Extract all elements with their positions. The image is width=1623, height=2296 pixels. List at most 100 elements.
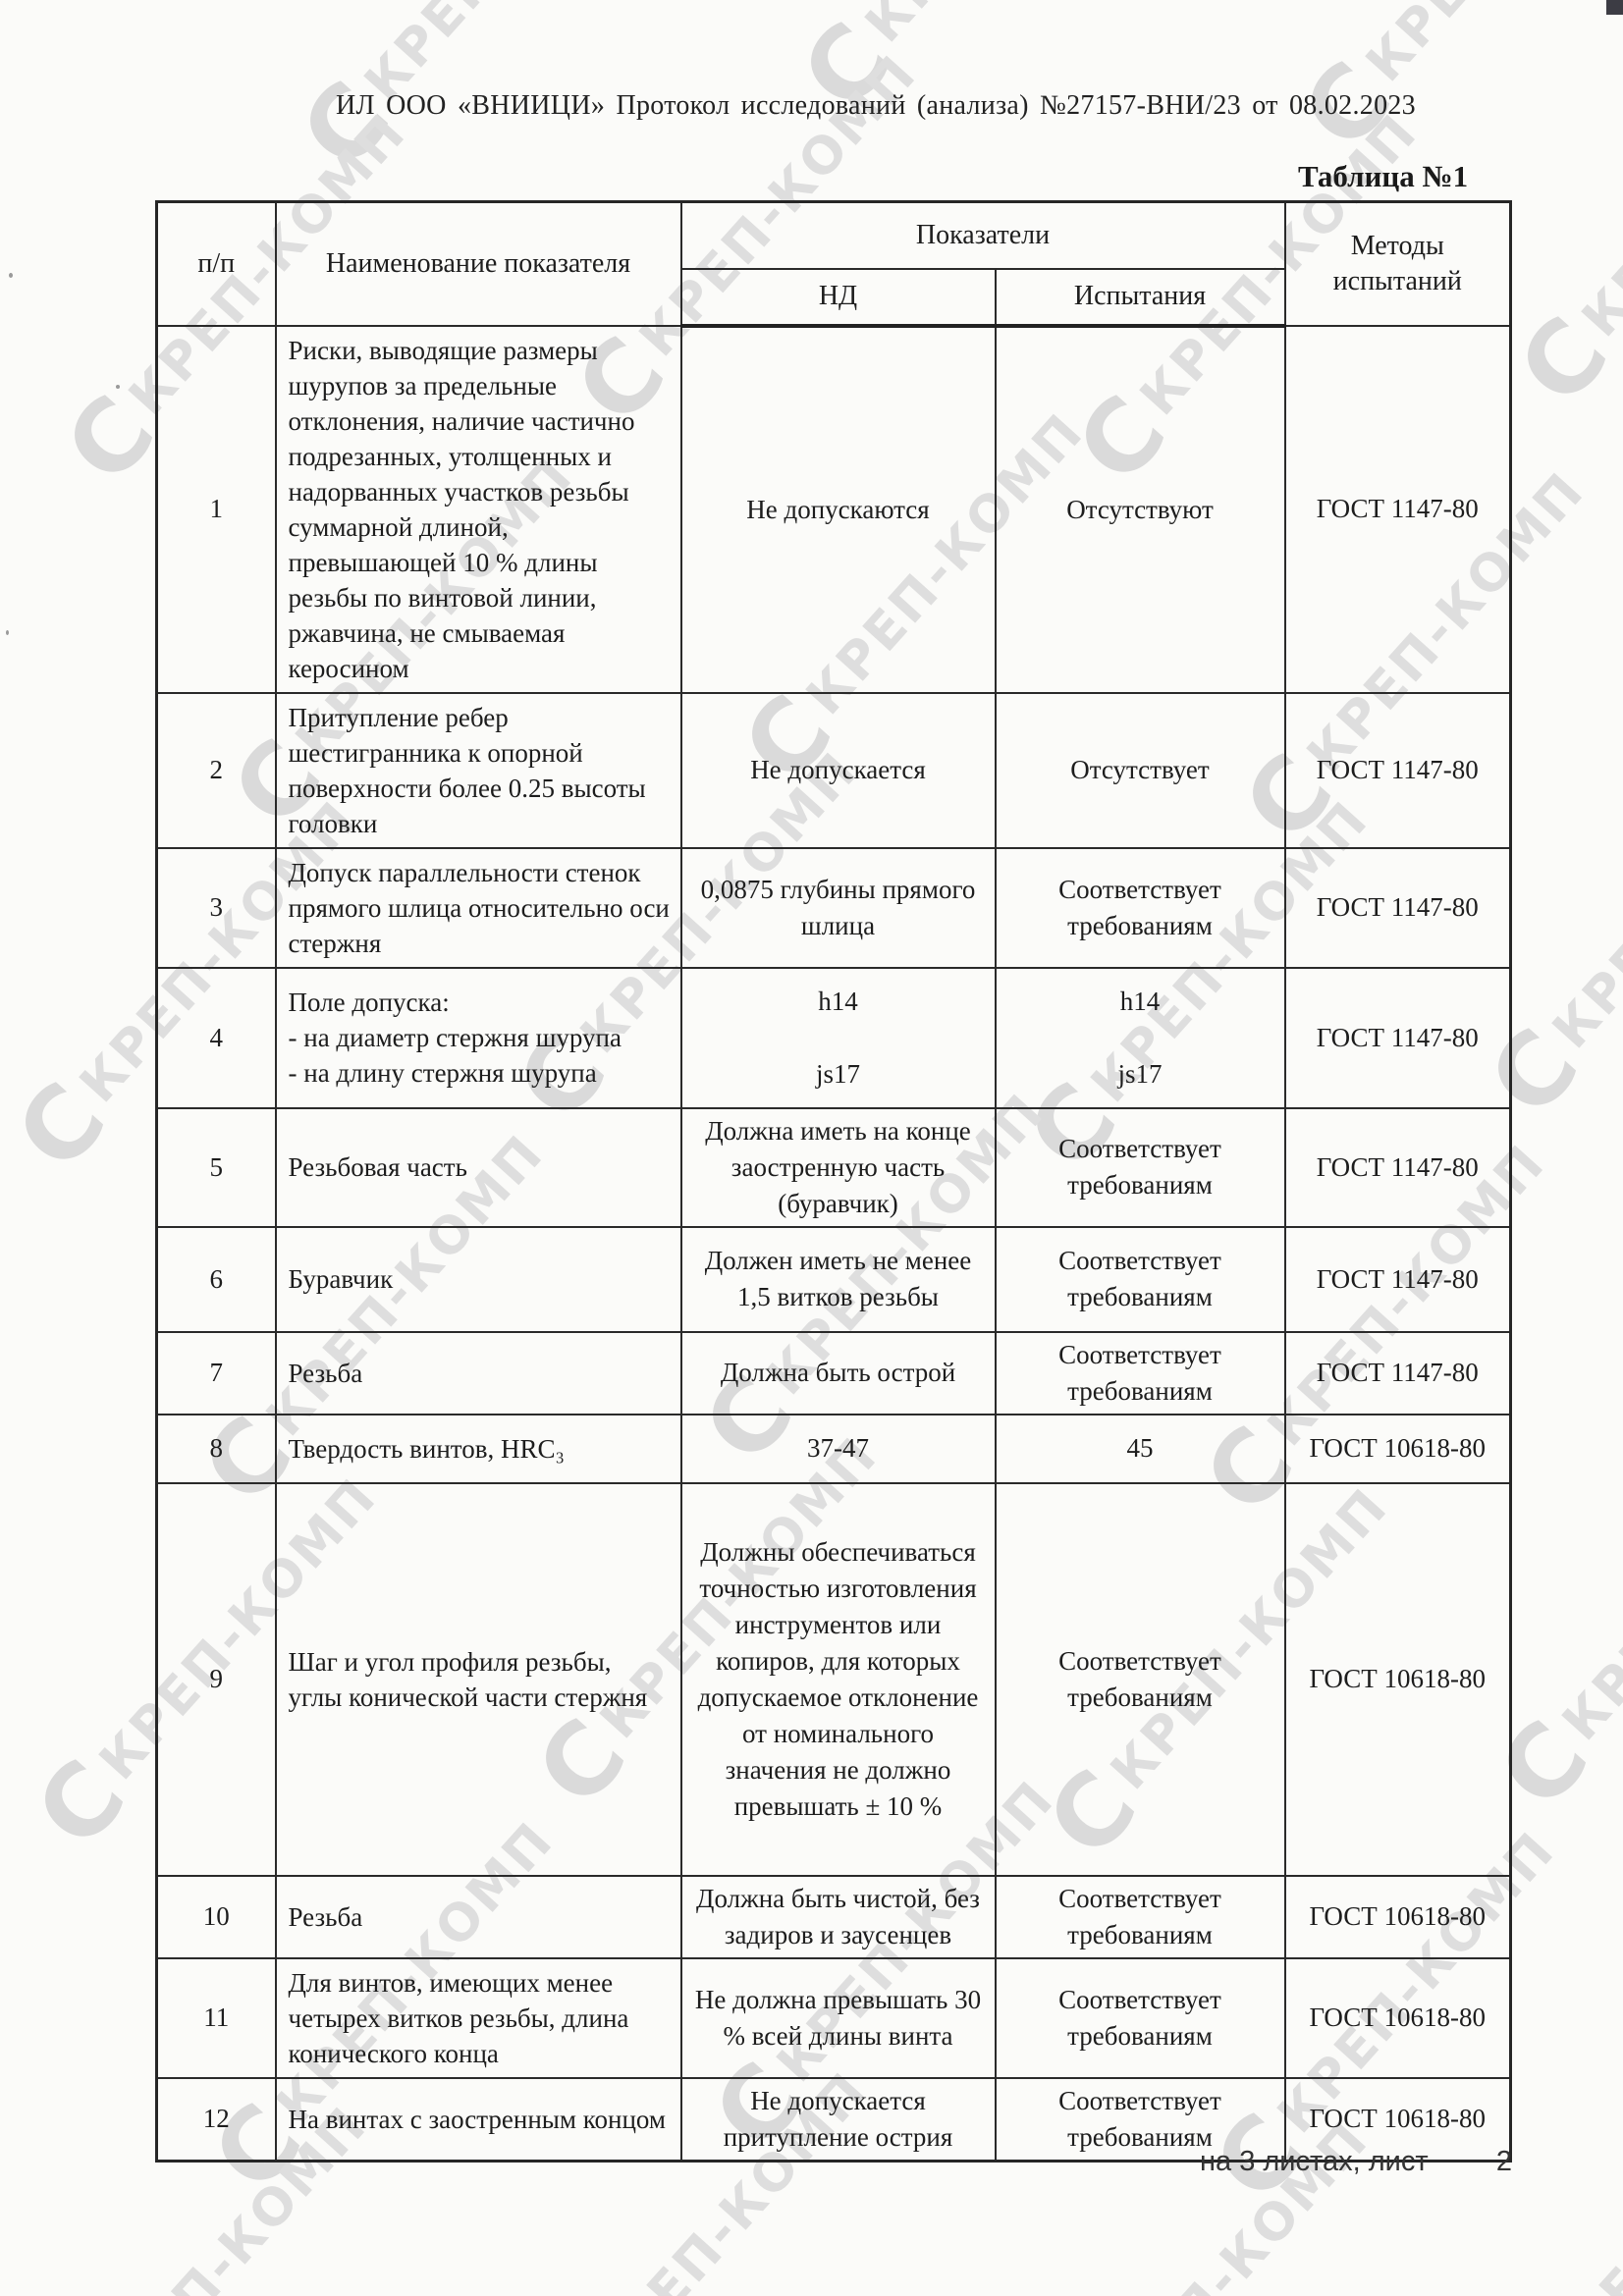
cell-test-method: ГОСТ 1147-80 <box>1283 1225 1512 1333</box>
cell-test-method: ГОСТ 1147-80 <box>1283 324 1512 694</box>
cell-indicator-name: Резьба <box>274 1330 682 1415</box>
col-header-methods: Методы испытаний <box>1283 200 1512 327</box>
footer-page-number: 2 <box>1495 2146 1512 2177</box>
cell-test-result: Отсутствуют <box>994 324 1286 694</box>
cell-nd-value: Должен иметь не менее 1,5 витков резьбы <box>679 1225 997 1333</box>
page-footer: на 3 листах, лист 2 <box>1200 2146 1512 2178</box>
watermark-text: КРЕП-КОМП <box>1532 2060 1623 2296</box>
cell-nd-value: 0,0875 глубины прямого шлица <box>679 846 997 969</box>
col-header-name: Наименование показателя <box>274 200 682 327</box>
watermark-text: КРЕП-КОМП <box>1571 24 1623 348</box>
table-head: п/п Наименование показателя Показатели М… <box>155 200 1512 328</box>
cell-indicator-name: Резьбовая часть <box>274 1106 682 1228</box>
cell-row-number: 7 <box>155 1330 277 1415</box>
cell-test-method: ГОСТ 10618-80 <box>1283 1413 1512 1484</box>
cell-row-number: 10 <box>155 1874 277 1959</box>
cell-test-result: Соответствует требованиям <box>994 1874 1286 1959</box>
cell-row-number: 9 <box>155 1481 277 1877</box>
cell-nd-value: Не должна превышать 30 % всей длины винт… <box>679 1956 997 2079</box>
cell-indicator-name: Шаг и угол профиля резьбы, углы коническ… <box>274 1481 682 1877</box>
table-row: 12 На винтах с заостренным концом Не доп… <box>155 2076 1512 2162</box>
cell-nd-value: Не допускаются <box>679 324 997 694</box>
watermark-text: КРЕП-КОМП <box>1355 0 1623 93</box>
table-row: 4 Поле допуска: - на диаметр стержня шур… <box>155 966 1512 1109</box>
col-header-indicators: Показатели <box>679 200 1286 270</box>
table-row: 9 Шаг и угол профиля резьбы, углы кониче… <box>155 1481 1512 1877</box>
col-header-tests: Испытания <box>994 267 1286 328</box>
scan-speck <box>9 273 13 278</box>
table-row: 3 Допуск параллельности стенок прямого ш… <box>155 846 1512 969</box>
cell-test-result: Соответствует требованиям <box>994 1956 1286 2079</box>
cell-test-method: ГОСТ 1147-80 <box>1283 846 1512 969</box>
cell-row-number: 12 <box>155 2076 277 2162</box>
cell-nd-value: Не допускается притупление острия <box>679 2076 997 2162</box>
cell-test-result: Соответствует требованиям <box>994 1330 1286 1415</box>
scan-artifact-corner <box>1606 0 1623 15</box>
cell-nd-value: Должна быть чистой, без задиров и заусен… <box>679 1874 997 1959</box>
cell-test-result: Соответствует требованиям <box>994 1106 1286 1228</box>
table-row: 10 Резьба Должна быть чистой, без задиро… <box>155 1874 1512 1959</box>
cell-test-result: Соответствует требованиям <box>994 1481 1286 1877</box>
cell-row-number: 2 <box>155 691 277 849</box>
cell-nd-value: Должна быть острой <box>679 1330 997 1415</box>
cell-row-number: 4 <box>155 966 277 1109</box>
cell-row-number: 3 <box>155 846 277 969</box>
watermark-text: КРЕП-КОМП <box>854 0 1155 54</box>
cell-indicator-name: Для винтов, имеющих менее четырех витков… <box>274 1956 682 2079</box>
cell-row-number: 8 <box>155 1413 277 1484</box>
cell-nd-value: Должны обеспечиваться точностью изготовл… <box>679 1481 997 1877</box>
cell-indicator-name: Поле допуска: - на диаметр стержня шуруп… <box>274 966 682 1109</box>
cell-indicator-name: Твердость винтов, HRC₃ <box>274 1413 682 1484</box>
cell-test-result: Соответствует требованиям <box>994 1225 1286 1333</box>
cell-row-number: 5 <box>155 1106 277 1228</box>
table-row: 5 Резьбовая часть Должна иметь на конце … <box>155 1106 1512 1228</box>
cell-test-method: ГОСТ 1147-80 <box>1283 966 1512 1109</box>
watermark-text: КРЕП-КОМП <box>1551 1427 1623 1752</box>
cell-indicator-name: На винтах с заостренным концом <box>274 2076 682 2162</box>
krep-komp-logo-icon: С <box>0 1061 129 1193</box>
cell-test-result: 45 <box>994 1413 1286 1484</box>
table-row: 6 Буравчик Должен иметь не менее 1,5 вит… <box>155 1225 1512 1333</box>
cell-test-method: ГОСТ 10618-80 <box>1283 1481 1512 1877</box>
cell-row-number: 1 <box>155 324 277 694</box>
krep-komp-logo-icon: С <box>14 1738 148 1870</box>
scan-speck <box>6 630 9 635</box>
cell-nd-value: 37-47 <box>679 1413 997 1484</box>
cell-indicator-name: Резьба <box>274 1874 682 1959</box>
cell-nd-value: Не допускается <box>679 691 997 849</box>
cell-nd-value: h14 js17 <box>679 966 997 1109</box>
cell-test-method: ГОСТ 1147-80 <box>1283 1330 1512 1415</box>
cell-test-result: h14 js17 <box>994 966 1286 1109</box>
cell-test-method: ГОСТ 10618-80 <box>1283 2076 1512 2162</box>
table-row: 1 Риски, выводящие размеры шурупов за пр… <box>155 324 1512 694</box>
cell-indicator-name: Допуск параллельности стенок прямого шли… <box>274 846 682 969</box>
cell-row-number: 6 <box>155 1225 277 1333</box>
cell-indicator-name: Притупление ребер шестигранника к опорно… <box>274 691 682 849</box>
table-row: 2 Притупление ребер шестигранника к опор… <box>155 691 1512 849</box>
cell-test-method: ГОСТ 1147-80 <box>1283 691 1512 849</box>
cell-test-method: ГОСТ 1147-80 <box>1283 1106 1512 1228</box>
scan-speck <box>116 385 120 389</box>
table-body: 1 Риски, выводящие размеры шурупов за пр… <box>155 324 1512 2162</box>
table-row: 11 Для винтов, имеющих менее четырех вит… <box>155 1956 1512 2079</box>
footer-sheets-label: на 3 листах, лист <box>1200 2146 1429 2177</box>
cell-test-result: Отсутствует <box>994 691 1286 849</box>
col-header-nd: НД <box>679 267 997 328</box>
watermark-text: КРЕП-КОМП <box>1542 735 1623 1060</box>
col-header-num: п/п <box>155 200 277 327</box>
krep-komp-logo-icon: С <box>43 374 178 506</box>
cell-test-result: Соответствует требованиям <box>994 846 1286 969</box>
cell-nd-value: Должна иметь на конце заостренную часть … <box>679 1106 997 1228</box>
krep-komp-logo-icon: С <box>279 60 413 191</box>
table-row: 7 Резьба Должна быть острой Соответствуе… <box>155 1330 1512 1415</box>
cell-row-number: 11 <box>155 1956 277 2079</box>
cell-test-method: ГОСТ 10618-80 <box>1283 1956 1512 2079</box>
cell-indicator-name: Риски, выводящие размеры шурупов за пред… <box>274 324 682 694</box>
protocol-table: п/п Наименование показателя Показатели М… <box>155 200 1512 2163</box>
table-caption: Таблица №1 <box>1298 159 1469 193</box>
krep-komp-logo-icon: С <box>1496 295 1623 427</box>
cell-indicator-name: Буравчик <box>274 1225 682 1333</box>
